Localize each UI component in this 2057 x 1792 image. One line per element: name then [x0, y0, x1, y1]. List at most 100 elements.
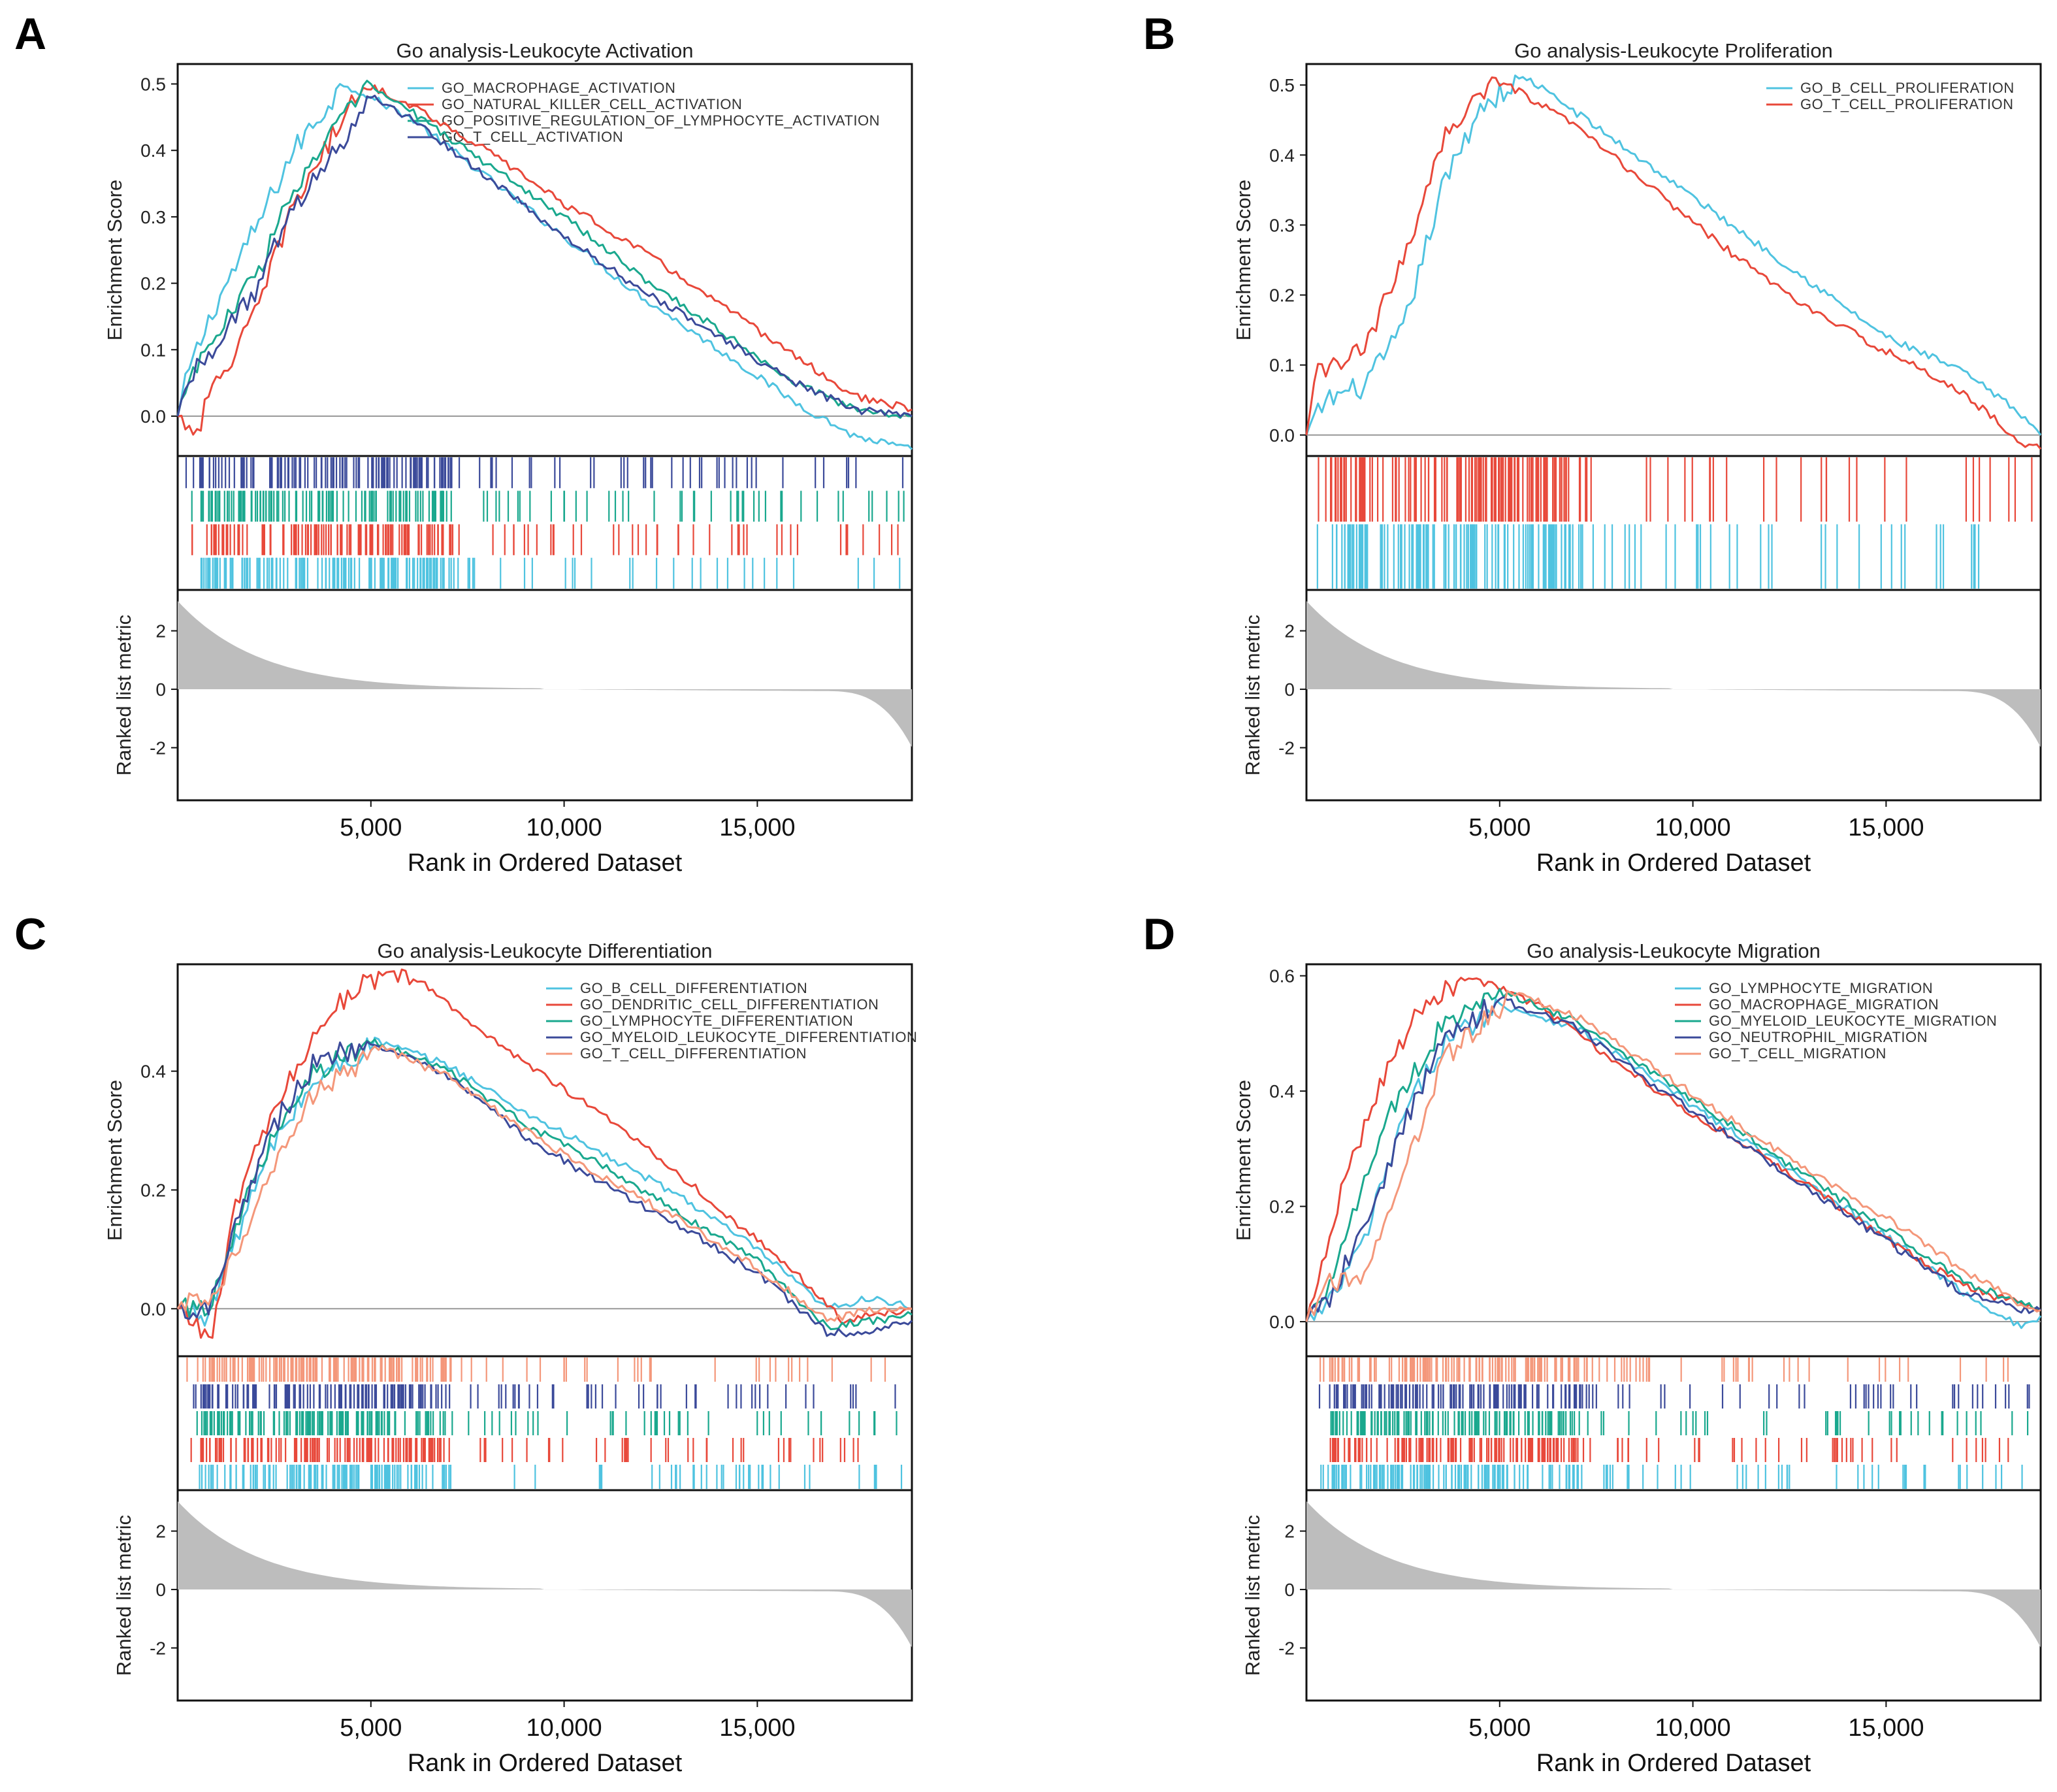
hit-bars: [186, 1358, 903, 1489]
x-axis-label: Rank in Ordered Dataset: [408, 1750, 683, 1777]
y-tick-label: 0.1: [140, 340, 166, 360]
legend: GO_B_CELL_DIFFERENTIATIONGO_DENDRITIC_CE…: [546, 980, 917, 1062]
es-line: [176, 1044, 913, 1322]
panel-c: C Go analysis-Leukocyte Differentiation 0.…: [14, 909, 917, 1777]
metric-y-tick-label: 2: [1284, 621, 1295, 642]
es-line: [1305, 74, 2042, 436]
metric-plot-frame: [176, 1489, 913, 1702]
x-tick-label: 10,000: [1655, 1714, 1730, 1742]
metric-y-tick-label: 0: [1284, 1580, 1295, 1600]
x-tick-label: 5,000: [1468, 814, 1531, 841]
metric-y-tick-label: 2: [1284, 1522, 1295, 1542]
es-line: [177, 968, 913, 1339]
es-line: [177, 84, 913, 436]
metric-y-tick-label: 0: [155, 1580, 166, 1600]
y-tick-label: 0.1: [1269, 355, 1295, 376]
x-tick-label: 10,000: [1655, 814, 1730, 841]
metric-y-axis-label: Ranked list metric: [1241, 1515, 1264, 1676]
legend-label: GO_MYELOID_LEUKOCYTE_DIFFERENTIATION: [580, 1029, 917, 1045]
y-tick-label: 0.2: [140, 274, 166, 294]
es-line: [1305, 990, 2041, 1322]
y-tick-label: 0.5: [140, 74, 166, 95]
y-tick-label: 0.0: [1269, 425, 1295, 446]
metric-y-tick-label: -2: [1278, 738, 1295, 758]
es-line: [1305, 76, 2042, 450]
x-tick-label: 10,000: [526, 1714, 602, 1742]
panel-letter: A: [14, 9, 46, 59]
hit-bars: [1316, 457, 2033, 589]
es-line: [1305, 998, 2042, 1329]
legend-label: GO_B_CELL_DIFFERENTIATION: [580, 980, 807, 996]
legend-label: GO_POSITIVE_REGULATION_OF_LYMPHOCYTE_ACT…: [442, 112, 880, 129]
chart-title: Go analysis-Leukocyte Differentiation: [378, 939, 713, 962]
metric-y-tick-label: 2: [155, 621, 166, 642]
metric-y-tick-label: -2: [150, 738, 166, 758]
metric-y-tick-label: 2: [155, 1522, 166, 1542]
metric-plot-frame: [176, 589, 913, 802]
y-tick-label: 0.4: [1269, 145, 1295, 165]
y-tick-label: 0.4: [140, 1062, 166, 1082]
y-tick-label: 0.3: [140, 207, 166, 227]
y-tick-label: 0.3: [1269, 215, 1295, 235]
legend-label: GO_MYELOID_LEUKOCYTE_MIGRATION: [1709, 1013, 1997, 1029]
x-axis-label: Rank in Ordered Dataset: [1536, 849, 1811, 877]
y-axis-label: Enrichment Score: [1232, 180, 1255, 340]
y-axis-label: Enrichment Score: [103, 1080, 126, 1241]
y-tick-label: 0.0: [1269, 1312, 1295, 1332]
panel-letter: C: [14, 909, 46, 959]
chart-title: Go analysis-Leukocyte Activation: [397, 39, 694, 62]
y-axis-label: Enrichment Score: [103, 180, 126, 340]
x-tick-label: 15,000: [719, 1714, 795, 1742]
y-tick-label: 0.4: [1269, 1081, 1295, 1101]
legend: GO_LYMPHOCYTE_MIGRATIONGO_MACROPHAGE_MIG…: [1675, 980, 1997, 1062]
legend-label: GO_T_CELL_MIGRATION: [1709, 1045, 1887, 1062]
metric-y-axis-label: Ranked list metric: [112, 1515, 135, 1676]
ranked-metric-area: [1306, 1501, 2041, 1648]
es-line: [176, 1040, 913, 1337]
es-line: [1305, 988, 2041, 1322]
x-tick-label: 5,000: [340, 814, 402, 841]
x-tick-label: 15,000: [719, 814, 795, 841]
metric-y-axis-label: Ranked list metric: [112, 615, 135, 775]
legend-label: GO_DENDRITIC_CELL_DIFFERENTIATION: [580, 996, 879, 1013]
legend-label: GO_MACROPHAGE_ACTIVATION: [442, 80, 675, 96]
legend: GO_B_CELL_PROLIFERATIONGO_T_CELL_PROLIFE…: [1766, 80, 2015, 112]
y-tick-label: 0.6: [1269, 966, 1295, 986]
x-tick-label: 15,000: [1848, 814, 1924, 841]
es-line: [176, 1036, 913, 1327]
legend-label: GO_T_CELL_PROLIFERATION: [1800, 96, 2014, 112]
y-tick-label: 0.2: [140, 1180, 166, 1200]
x-tick-label: 5,000: [1468, 1714, 1531, 1742]
es-line: [176, 83, 913, 450]
panel-letter: D: [1143, 909, 1175, 959]
es-line: [1305, 996, 2041, 1322]
legend-label: GO_T_CELL_DIFFERENTIATION: [580, 1045, 807, 1062]
metric-plot-frame: [1305, 1489, 2042, 1702]
ranked-metric-area: [178, 1501, 912, 1648]
x-tick-label: 5,000: [340, 1714, 402, 1742]
panel-letter: B: [1143, 9, 1175, 59]
legend-label: GO_B_CELL_PROLIFERATION: [1800, 80, 2015, 96]
legend-label: GO_MACROPHAGE_MIGRATION: [1709, 996, 1939, 1013]
hit-bars: [185, 457, 905, 589]
legend-label: GO_LYMPHOCYTE_DIFFERENTIATION: [580, 1013, 853, 1029]
x-tick-label: 15,000: [1848, 1714, 1924, 1742]
y-tick-label: 0.0: [140, 406, 166, 427]
legend-label: GO_NEUTROPHIL_MIGRATION: [1709, 1029, 1928, 1045]
y-tick-label: 0.4: [140, 140, 166, 161]
x-tick-label: 10,000: [526, 814, 602, 841]
metric-y-tick-label: 0: [155, 679, 166, 700]
legend-label: GO_NATURAL_KILLER_CELL_ACTIVATION: [442, 96, 742, 112]
panel-d: D Go analysis-Leukocyte Migration 0.0 0.2 0.…: [1143, 909, 2042, 1777]
es-line: [176, 94, 913, 417]
metric-y-tick-label: -2: [1278, 1638, 1295, 1659]
ranked-metric-area: [178, 601, 912, 747]
x-axis-label: Rank in Ordered Dataset: [1536, 1750, 1811, 1777]
chart-title: Go analysis-Leukocyte Migration: [1527, 939, 1821, 962]
legend-label: GO_LYMPHOCYTE_MIGRATION: [1709, 980, 1933, 996]
y-tick-label: 0.2: [1269, 285, 1295, 306]
panel-a: A Go analysis-Leukocyte Activation 0.0 0.1 0…: [14, 9, 913, 877]
metric-y-tick-label: 0: [1284, 679, 1295, 700]
chart-title: Go analysis-Leukocyte Proliferation: [1514, 39, 1833, 62]
